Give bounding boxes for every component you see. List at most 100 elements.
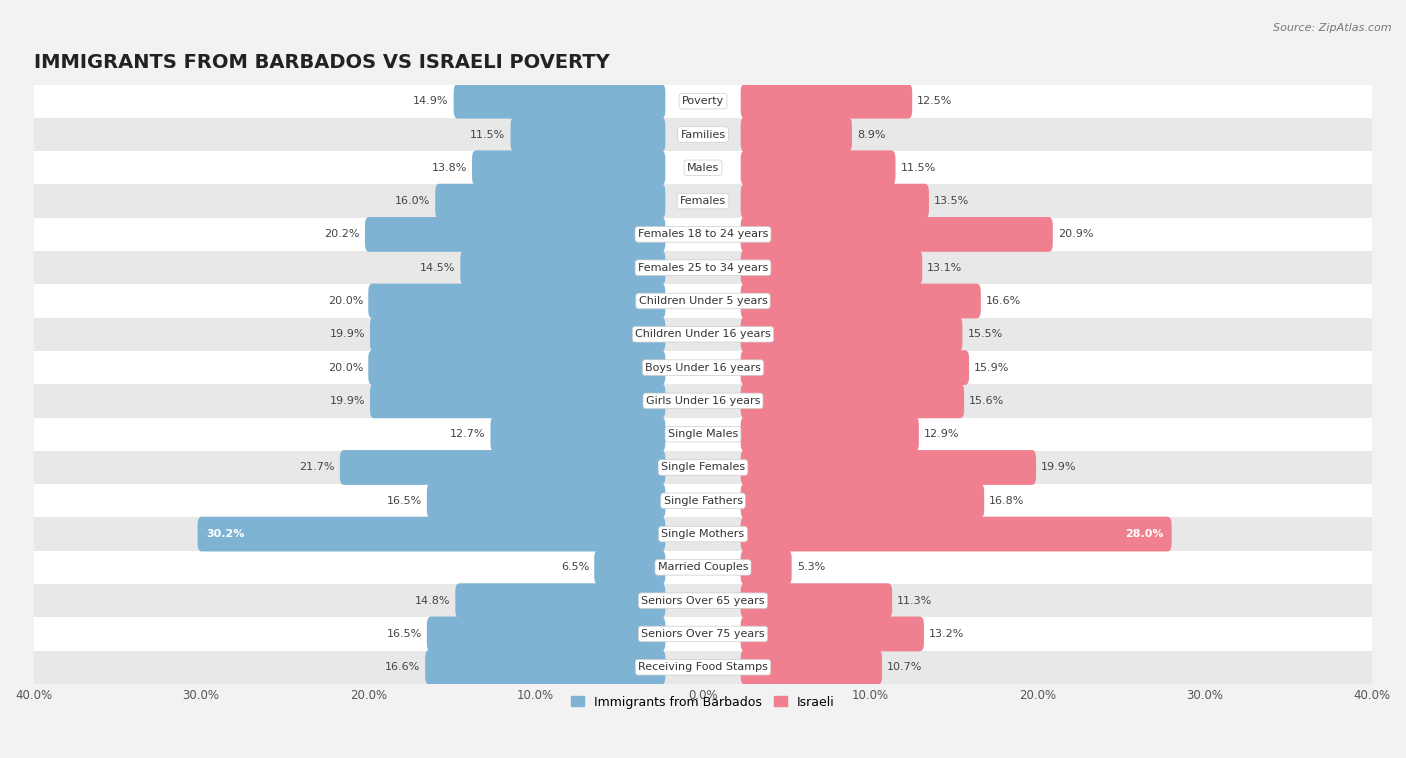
Text: Receiving Food Stamps: Receiving Food Stamps <box>638 662 768 672</box>
FancyBboxPatch shape <box>34 484 1372 518</box>
Text: 20.0%: 20.0% <box>328 362 363 373</box>
FancyBboxPatch shape <box>741 350 969 385</box>
Text: 16.6%: 16.6% <box>385 662 420 672</box>
Text: 30.2%: 30.2% <box>205 529 245 539</box>
Text: Children Under 5 years: Children Under 5 years <box>638 296 768 306</box>
Text: 19.9%: 19.9% <box>1040 462 1077 472</box>
Text: 16.8%: 16.8% <box>990 496 1025 506</box>
Text: Single Fathers: Single Fathers <box>664 496 742 506</box>
FancyBboxPatch shape <box>34 284 1372 318</box>
FancyBboxPatch shape <box>741 283 981 318</box>
Text: Seniors Over 65 years: Seniors Over 65 years <box>641 596 765 606</box>
Text: Source: ZipAtlas.com: Source: ZipAtlas.com <box>1274 23 1392 33</box>
FancyBboxPatch shape <box>34 218 1372 251</box>
FancyBboxPatch shape <box>34 384 1372 418</box>
FancyBboxPatch shape <box>368 350 665 385</box>
FancyBboxPatch shape <box>741 150 896 185</box>
Text: 14.8%: 14.8% <box>415 596 450 606</box>
Text: 20.9%: 20.9% <box>1057 230 1094 240</box>
FancyBboxPatch shape <box>368 283 665 318</box>
FancyBboxPatch shape <box>34 351 1372 384</box>
FancyBboxPatch shape <box>34 85 1372 117</box>
FancyBboxPatch shape <box>425 650 665 684</box>
Text: Married Couples: Married Couples <box>658 562 748 572</box>
Text: Single Mothers: Single Mothers <box>661 529 745 539</box>
Text: IMMIGRANTS FROM BARBADOS VS ISRAELI POVERTY: IMMIGRANTS FROM BARBADOS VS ISRAELI POVE… <box>34 53 609 72</box>
FancyBboxPatch shape <box>34 584 1372 617</box>
FancyBboxPatch shape <box>370 317 665 352</box>
FancyBboxPatch shape <box>741 84 912 118</box>
Text: 6.5%: 6.5% <box>561 562 589 572</box>
Text: Females 18 to 24 years: Females 18 to 24 years <box>638 230 768 240</box>
Legend: Immigrants from Barbados, Israeli: Immigrants from Barbados, Israeli <box>567 691 839 713</box>
FancyBboxPatch shape <box>741 484 984 518</box>
Text: Females 25 to 34 years: Females 25 to 34 years <box>638 263 768 273</box>
Text: 20.2%: 20.2% <box>325 230 360 240</box>
FancyBboxPatch shape <box>460 250 665 285</box>
FancyBboxPatch shape <box>741 450 1036 485</box>
FancyBboxPatch shape <box>741 117 852 152</box>
FancyBboxPatch shape <box>34 451 1372 484</box>
Text: 11.5%: 11.5% <box>900 163 936 173</box>
Text: Children Under 16 years: Children Under 16 years <box>636 329 770 340</box>
FancyBboxPatch shape <box>741 384 965 418</box>
FancyBboxPatch shape <box>741 250 922 285</box>
Text: 13.8%: 13.8% <box>432 163 467 173</box>
Text: Poverty: Poverty <box>682 96 724 106</box>
Text: Males: Males <box>688 163 718 173</box>
FancyBboxPatch shape <box>436 183 665 218</box>
Text: 15.6%: 15.6% <box>969 396 1004 406</box>
FancyBboxPatch shape <box>366 217 665 252</box>
Text: Boys Under 16 years: Boys Under 16 years <box>645 362 761 373</box>
FancyBboxPatch shape <box>741 550 792 584</box>
Text: 13.2%: 13.2% <box>929 629 965 639</box>
FancyBboxPatch shape <box>34 518 1372 551</box>
FancyBboxPatch shape <box>34 251 1372 284</box>
FancyBboxPatch shape <box>427 616 665 651</box>
FancyBboxPatch shape <box>595 550 665 584</box>
FancyBboxPatch shape <box>741 616 924 651</box>
Text: 16.5%: 16.5% <box>387 629 422 639</box>
Text: Females: Females <box>681 196 725 206</box>
FancyBboxPatch shape <box>34 551 1372 584</box>
Text: 11.3%: 11.3% <box>897 596 932 606</box>
FancyBboxPatch shape <box>741 417 920 452</box>
Text: Girls Under 16 years: Girls Under 16 years <box>645 396 761 406</box>
FancyBboxPatch shape <box>456 583 665 618</box>
FancyBboxPatch shape <box>491 417 665 452</box>
FancyBboxPatch shape <box>427 484 665 518</box>
Text: Families: Families <box>681 130 725 139</box>
FancyBboxPatch shape <box>510 117 665 152</box>
Text: 15.5%: 15.5% <box>967 329 1002 340</box>
Text: 12.5%: 12.5% <box>917 96 953 106</box>
FancyBboxPatch shape <box>370 384 665 418</box>
Text: 13.5%: 13.5% <box>934 196 969 206</box>
FancyBboxPatch shape <box>34 650 1372 684</box>
FancyBboxPatch shape <box>34 617 1372 650</box>
Text: 16.5%: 16.5% <box>387 496 422 506</box>
Text: 15.9%: 15.9% <box>974 362 1010 373</box>
FancyBboxPatch shape <box>741 317 963 352</box>
Text: 12.9%: 12.9% <box>924 429 959 439</box>
Text: 11.5%: 11.5% <box>470 130 506 139</box>
Text: 21.7%: 21.7% <box>299 462 335 472</box>
Text: 28.0%: 28.0% <box>1125 529 1163 539</box>
FancyBboxPatch shape <box>34 318 1372 351</box>
FancyBboxPatch shape <box>34 418 1372 451</box>
Text: Seniors Over 75 years: Seniors Over 75 years <box>641 629 765 639</box>
Text: 16.6%: 16.6% <box>986 296 1021 306</box>
Text: 5.3%: 5.3% <box>797 562 825 572</box>
Text: 12.7%: 12.7% <box>450 429 485 439</box>
Text: Single Males: Single Males <box>668 429 738 439</box>
FancyBboxPatch shape <box>741 583 893 618</box>
Text: 13.1%: 13.1% <box>928 263 963 273</box>
Text: 10.7%: 10.7% <box>887 662 922 672</box>
Text: 14.5%: 14.5% <box>420 263 456 273</box>
FancyBboxPatch shape <box>340 450 665 485</box>
FancyBboxPatch shape <box>741 517 1171 552</box>
Text: 16.0%: 16.0% <box>395 196 430 206</box>
Text: 19.9%: 19.9% <box>329 329 366 340</box>
FancyBboxPatch shape <box>198 517 665 552</box>
Text: 20.0%: 20.0% <box>328 296 363 306</box>
FancyBboxPatch shape <box>741 650 882 684</box>
